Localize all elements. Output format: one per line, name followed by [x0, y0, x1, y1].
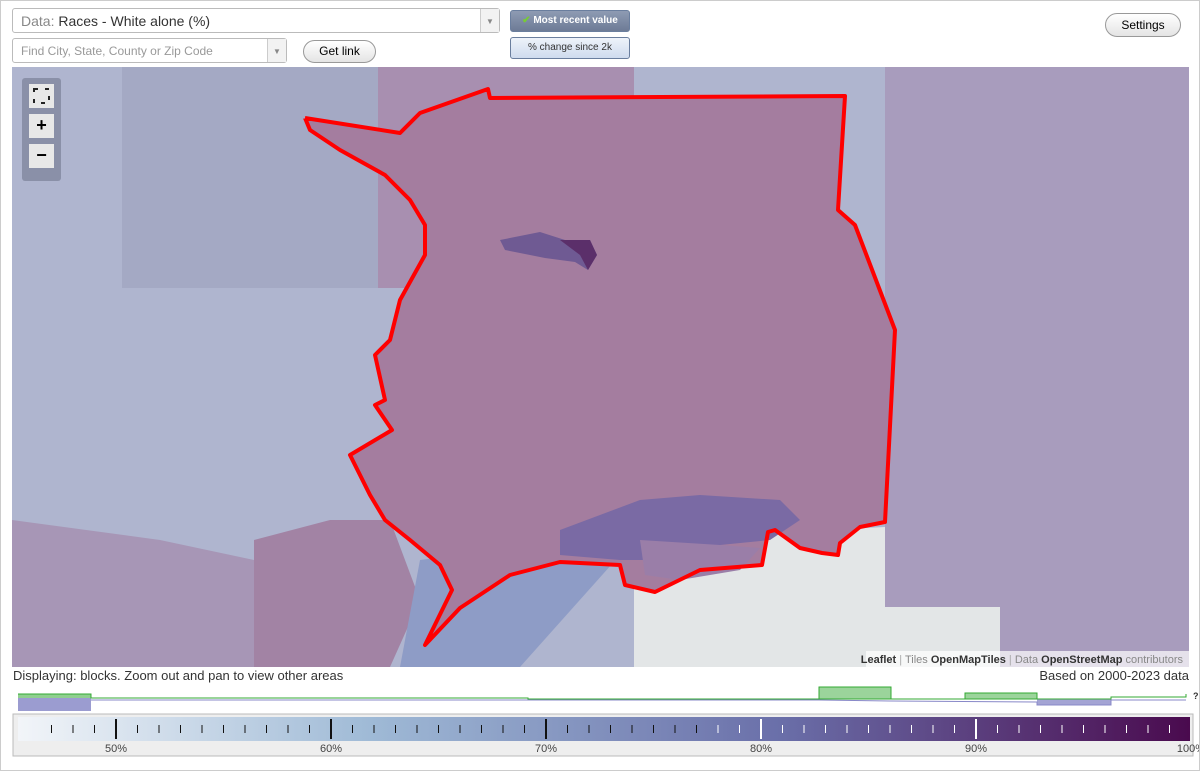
region — [640, 540, 760, 580]
zoom-out-button[interactable] — [29, 144, 54, 168]
region — [885, 67, 1189, 667]
most-recent-toggle[interactable]: ✔ Most recent value — [510, 10, 630, 32]
zoom-in-button[interactable] — [29, 114, 54, 138]
attribution-link[interactable]: OpenMapTiles — [931, 654, 1006, 666]
data-label: Data: — [21, 13, 55, 29]
attribution-leaflet[interactable]: Leaflet — [861, 654, 897, 666]
settings-button[interactable]: Settings — [1105, 13, 1181, 37]
scale-label: 80% — [750, 743, 772, 755]
attribution-text: Tiles — [905, 654, 928, 666]
dropdown-arrow[interactable]: ▼ — [480, 9, 499, 32]
scale-label: 70% — [535, 743, 557, 755]
get-link-button[interactable]: Get link — [303, 40, 376, 63]
fit-icon — [33, 88, 50, 104]
most-recent-label: Most recent value — [533, 15, 618, 26]
histogram-bar — [818, 686, 892, 700]
scale-label: 100% — [1177, 743, 1199, 755]
data-select[interactable]: Data: Races - White alone (%) ▼ — [12, 8, 500, 33]
help-icon[interactable]: ? — [1193, 691, 1199, 701]
based-on-note: Based on 2000-2023 data — [1039, 668, 1189, 683]
fit-button[interactable] — [29, 84, 54, 108]
histogram-line — [91, 699, 1186, 706]
search-placeholder: Find City, State, County or Zip Code — [21, 44, 213, 58]
scale-label: 50% — [105, 743, 127, 755]
histogram-bar — [18, 697, 91, 711]
data-value: Races - White alone (%) — [58, 13, 211, 29]
scale-label: 60% — [320, 743, 342, 755]
region — [12, 520, 254, 667]
map[interactable]: + − Leaflet | Tiles OpenMapTiles | Data … — [12, 67, 1189, 667]
histogram-bar — [964, 692, 1038, 700]
attribution-link[interactable]: OpenStreetMap — [1041, 654, 1123, 666]
histogram-line — [18, 686, 1187, 700]
attribution-bg — [866, 651, 1189, 667]
search-box[interactable]: Find City, State, County or Zip Code ▼ — [12, 38, 287, 63]
legend: ? 50% 60% 70% 80% 90% 100% — [12, 686, 1199, 757]
lake — [560, 240, 597, 270]
histogram-bar — [1037, 699, 1111, 705]
attribution-text: contributors — [1126, 654, 1184, 666]
region — [560, 495, 800, 560]
displaying-note: Displaying: blocks. Zoom out and pan to … — [13, 668, 344, 683]
region — [122, 67, 378, 288]
boundary-outline — [303, 87, 897, 647]
scale-label: 90% — [965, 743, 987, 755]
separator: | — [899, 654, 902, 666]
region — [254, 520, 420, 667]
histogram-bar — [18, 694, 91, 698]
zoom-out-icon: − — [36, 145, 47, 165]
change-toggle[interactable]: % change since 2k — [510, 37, 630, 59]
zoom-in-icon: + — [36, 115, 47, 135]
separator: | — [1009, 654, 1012, 666]
attribution-text: Data — [1015, 654, 1039, 666]
attribution: Leaflet | Tiles OpenMapTiles | Data Open… — [861, 654, 1184, 666]
color-scale — [18, 717, 1190, 741]
search-arrow[interactable]: ▼ — [267, 39, 286, 62]
